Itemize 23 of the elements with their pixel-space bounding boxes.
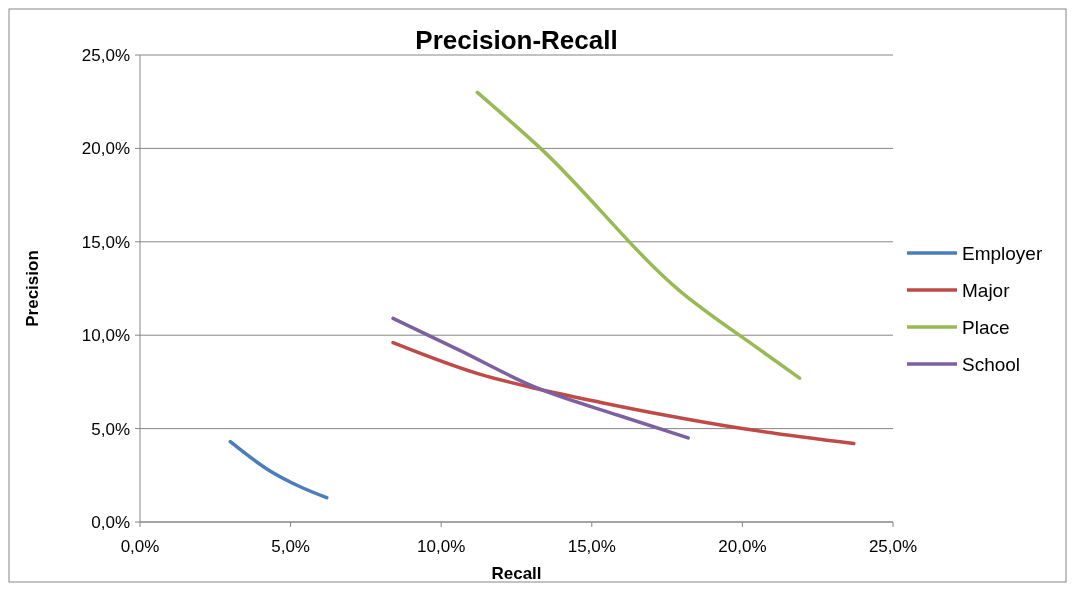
- x-tick-label: 0,0%: [120, 537, 160, 556]
- y-tick-label: 25,0%: [81, 45, 130, 65]
- x-axis-title: Recall: [491, 564, 542, 583]
- legend-label: Major: [962, 279, 1011, 301]
- y-tick-label: 10,0%: [81, 326, 130, 346]
- x-tick-label: 15,0%: [567, 537, 616, 556]
- y-tick-label: 15,0%: [81, 232, 130, 252]
- legend-label: Place: [962, 316, 1010, 338]
- chart-title: Precision-Recall: [415, 25, 618, 55]
- x-tick-label: 25,0%: [868, 537, 918, 556]
- legend-label: School: [962, 353, 1021, 375]
- x-tick-label: 10,0%: [417, 537, 466, 556]
- y-tick-label: 20,0%: [81, 139, 130, 159]
- line-series: [391, 340, 856, 446]
- y-axis-title: Precision: [23, 250, 42, 327]
- y-tick-label: 5,0%: [91, 419, 130, 439]
- line-series: [228, 439, 329, 500]
- legend-label: Employer: [962, 242, 1043, 264]
- x-tick-label: 5,0%: [271, 537, 310, 556]
- line-series: [391, 316, 690, 440]
- y-tick-label: 0,0%: [91, 512, 130, 532]
- line-series: [475, 90, 802, 380]
- x-tick-label: 20,0%: [718, 537, 767, 556]
